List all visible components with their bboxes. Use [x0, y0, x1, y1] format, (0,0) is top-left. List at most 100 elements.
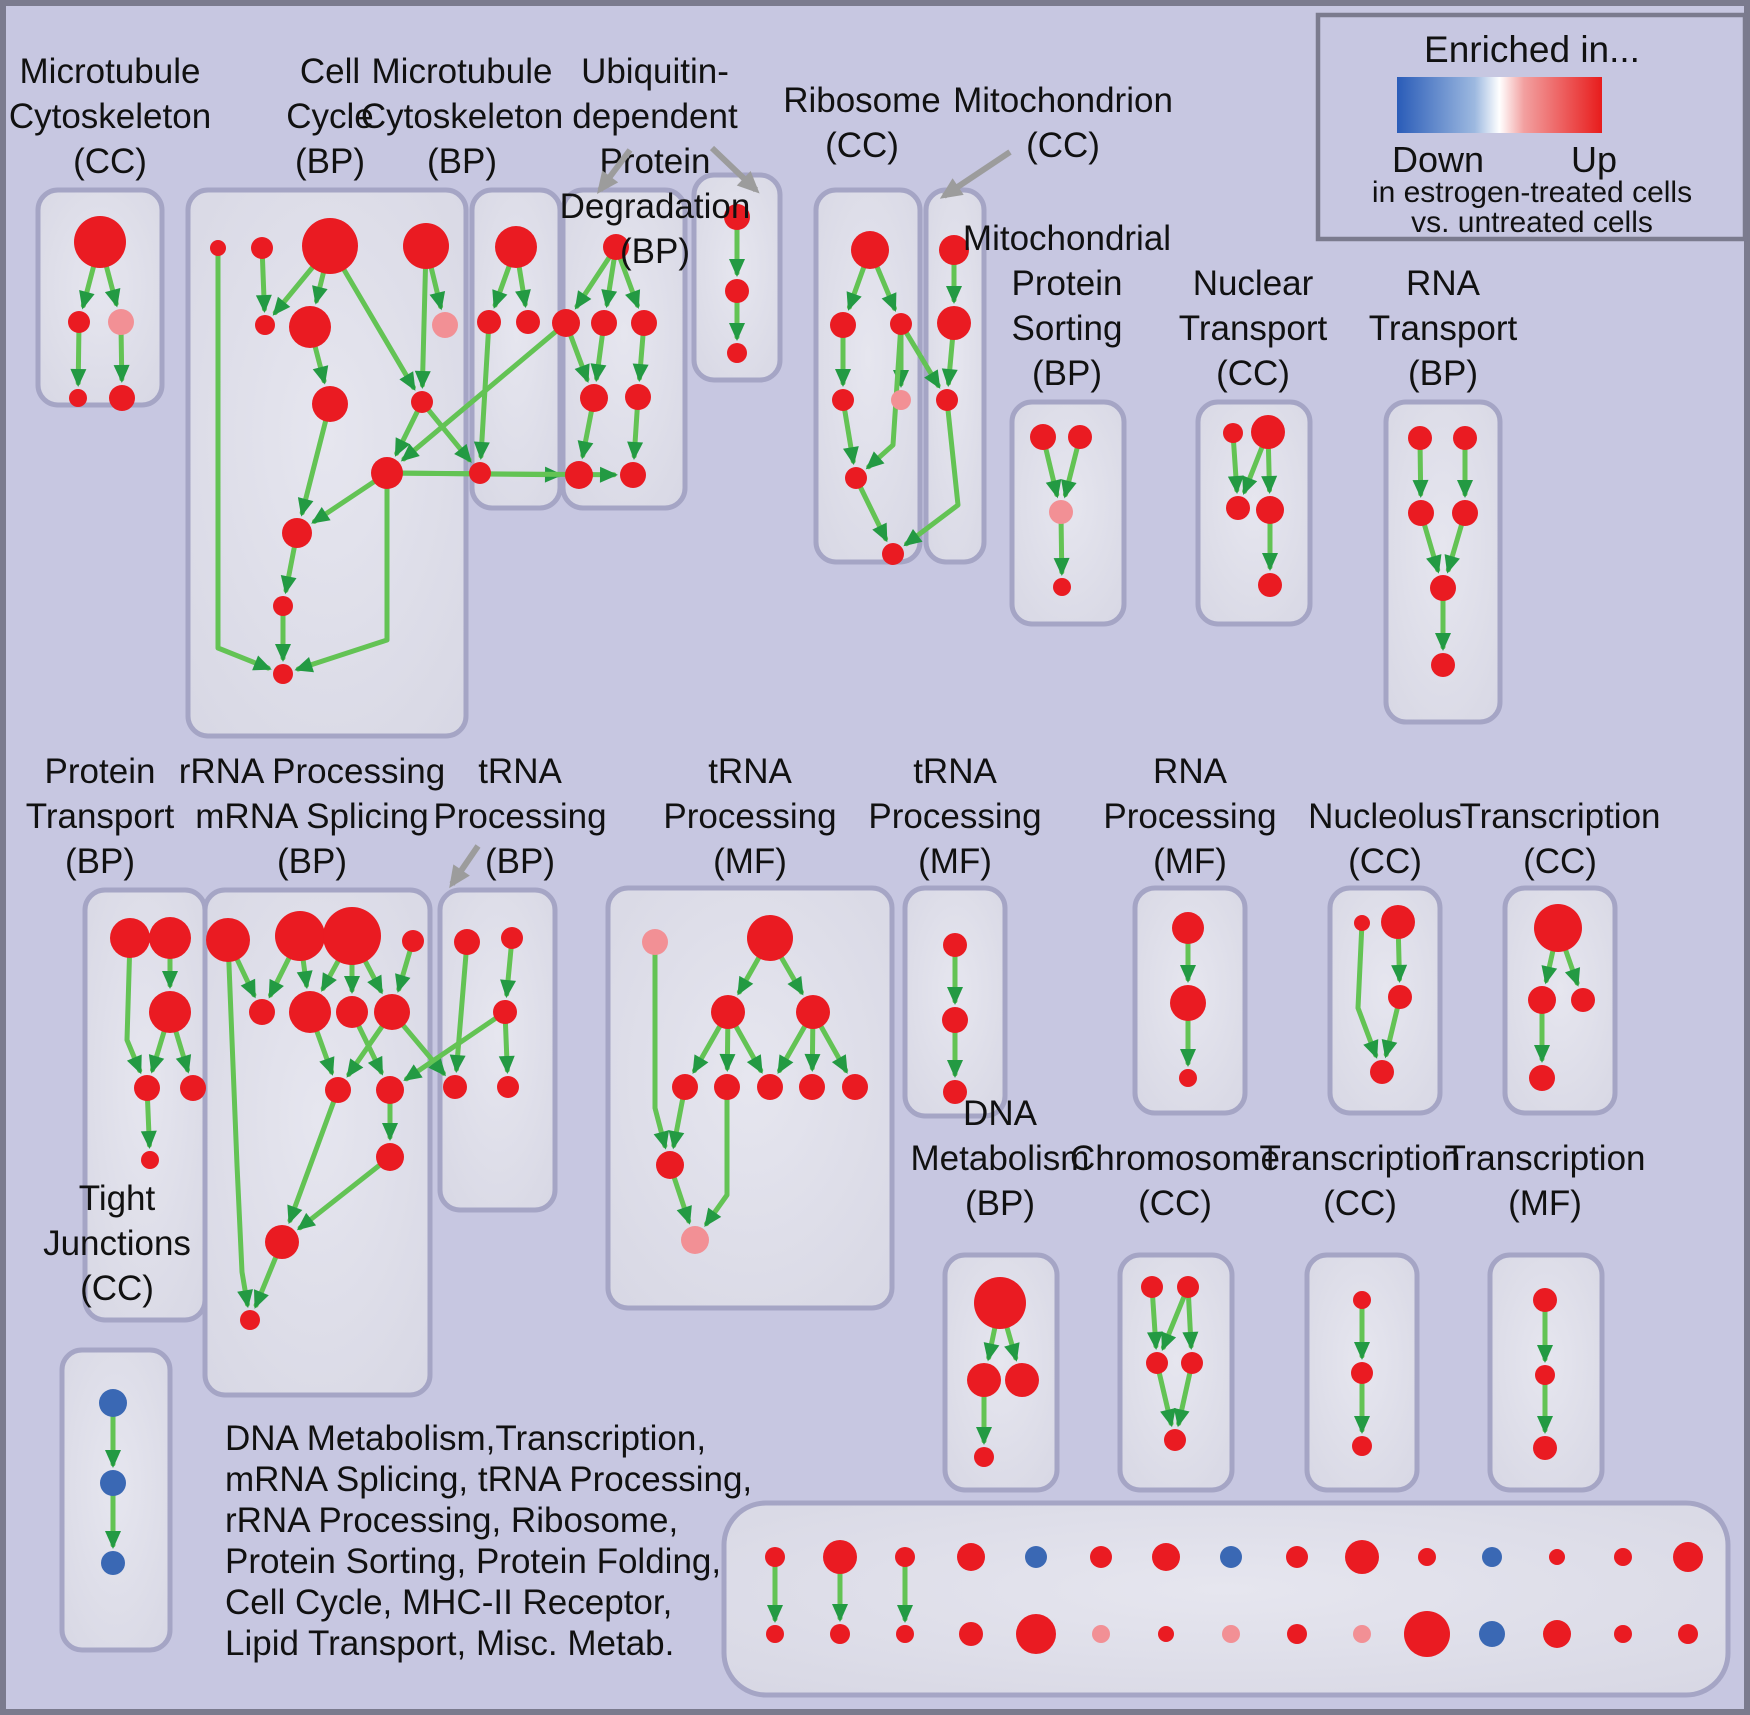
- relation-edge: [394, 407, 421, 457]
- dna-metabolism-bp-node-1: [967, 1363, 1001, 1397]
- mixed-functions-strip-node-18: [959, 1622, 983, 1646]
- chromosome-cc-node-3: [1181, 1352, 1203, 1374]
- transcription-cc-lower-label-line-1: (CC): [1323, 1184, 1397, 1223]
- mixed-functions-strip-node-16: [830, 1624, 850, 1644]
- rna-processing-mf-node-2: [1179, 1069, 1197, 1087]
- relation-edge: [255, 254, 272, 313]
- relation-edge: [719, 1024, 736, 1072]
- microtubule-cytoskeleton-cc-node-1: [68, 311, 90, 333]
- trna-processing-mf-1-label-line-0: tRNA: [708, 752, 792, 791]
- rrna-processing-mrna-splicing-bp-node-4: [249, 999, 275, 1025]
- mixed-functions-strip-node-5: [1090, 1546, 1112, 1568]
- cell-cycle-bp-node-11: [273, 596, 293, 616]
- nuclear-transport-cc-node-1: [1251, 415, 1285, 449]
- ubiquitin-degradation-bp-left-label-line-3: Degradation: [560, 187, 751, 226]
- relation-edge: [296, 1161, 384, 1231]
- microtubule-cytoskeleton-bp-label-line-2: (BP): [427, 142, 497, 181]
- trna-processing-mf-1-node-4: [672, 1074, 698, 1100]
- trna-processing-mf-1-node-0: [642, 929, 668, 955]
- layer-nodes: [68, 204, 1703, 1657]
- rna-processing-mf-label-line-1: Processing: [1103, 797, 1276, 836]
- mixed-functions-strip-node-19: [1016, 1614, 1056, 1654]
- rna-transport-bp-node-3: [1452, 500, 1478, 526]
- footnote-line-1: mRNA Splicing, tRNA Processing,: [225, 1460, 752, 1499]
- trna-processing-mf-1-node-9: [656, 1151, 684, 1179]
- mitochondrial-protein-sorting-bp-label-line-3: (BP): [1032, 354, 1102, 393]
- legend-title: Enriched in...: [1424, 29, 1640, 70]
- chromosome-cc-label-line-1: (CC): [1138, 1184, 1212, 1223]
- footnote-line-4: Cell Cycle, MHC-II Receptor,: [225, 1583, 672, 1622]
- trna-processing-mf-1-node-5: [714, 1074, 740, 1100]
- footnote-line-2: rRNA Processing, Ribosome,: [225, 1501, 678, 1540]
- cell-cycle-bp-node-2: [302, 218, 358, 274]
- mixed-functions-strip-node-22: [1222, 1625, 1240, 1643]
- relation-edge: [268, 954, 293, 999]
- mixed-functions-strip-node-6: [1152, 1543, 1180, 1571]
- tight-junctions-cc-node-0: [99, 1389, 127, 1417]
- ubiquitin-degradation-bp-left-label-line-4: (BP): [620, 232, 690, 271]
- transcription-cc-lower-label-line-0: Transcription: [1260, 1139, 1461, 1178]
- relation-edge: [1421, 521, 1442, 574]
- mitochondrial-protein-sorting-bp-node-0: [1030, 424, 1056, 450]
- relation-edge: [280, 543, 298, 595]
- rrna-processing-mrna-splicing-bp-node-5: [289, 991, 331, 1033]
- mixed-functions-strip-node-14: [1673, 1542, 1703, 1572]
- legend-subtitle-2: vs. untreated cells: [1411, 206, 1653, 239]
- tight-junctions-cc-label-line-2: (CC): [80, 1269, 154, 1308]
- mixed-functions-strip-node-2: [895, 1547, 915, 1567]
- cell-cycle-bp-node-8: [411, 391, 433, 413]
- relation-edge: [311, 478, 378, 524]
- rrna-processing-mrna-splicing-bp-node-2: [323, 907, 381, 965]
- relation-edge: [226, 957, 253, 1309]
- relation-edge: [272, 263, 316, 316]
- relation-edge: [652, 950, 670, 1150]
- protein-transport-bp-node-5: [141, 1151, 159, 1169]
- relation-edge: [425, 406, 472, 463]
- rrna-processing-mrna-splicing-bp-node-8: [325, 1077, 351, 1103]
- mixed-functions-strip-node-8: [1286, 1546, 1308, 1568]
- protein-transport-bp-node-2: [149, 991, 191, 1033]
- nucleolus-cc-node-1: [1381, 905, 1415, 939]
- microtubule-cytoskeleton-bp-node-0: [495, 226, 537, 268]
- relation-edge: [1043, 445, 1062, 499]
- transcription-cc-lower-node-2: [1352, 1436, 1372, 1456]
- ubiquitin-degradation-bp-right-node-0: [724, 204, 750, 230]
- chromosome-cc-label-line-0: Chromosome: [1070, 1139, 1280, 1178]
- trna-processing-mf-2-node-0: [943, 933, 967, 957]
- transcription-mf-label-line-0: Transcription: [1445, 1139, 1646, 1178]
- ubiquitin-degradation-bp-right-node-2: [727, 343, 747, 363]
- relation-edge: [234, 955, 257, 999]
- trna-processing-mf-1-node-3: [796, 995, 830, 1029]
- mixed-functions-strip-node-28: [1614, 1625, 1632, 1643]
- dna-metabolism-bp-node-0: [974, 1277, 1026, 1329]
- microtubule-cytoskeleton-bp-node-1: [477, 310, 501, 334]
- chromosome-cc-node-4: [1164, 1429, 1186, 1451]
- relation-edge: [215, 251, 272, 671]
- mixed-functions-strip-node-27: [1543, 1620, 1571, 1648]
- dna-metabolism-bp-label-line-0: DNA: [963, 1094, 1038, 1133]
- trna-processing-mf-2-label-line-0: tRNA: [913, 752, 997, 791]
- trna-processing-bp-label-line-1: Processing: [433, 797, 606, 836]
- nucleolus-cc-node-3: [1370, 1060, 1394, 1084]
- microtubule-cytoskeleton-cc-node-2: [108, 309, 134, 335]
- mitochondrion-cc-node-2: [936, 389, 958, 411]
- mitochondrion-cc-node-1: [937, 306, 971, 340]
- rna-processing-mf-node-1: [1170, 985, 1206, 1021]
- relation-edge: [400, 328, 560, 462]
- relation-edge: [601, 255, 618, 309]
- ubiquitin-degradation-bp-left-node-7: [620, 462, 646, 488]
- relation-edge: [817, 1022, 849, 1074]
- rrna-processing-mrna-splicing-bp-label-line-0: rRNA Processing: [179, 752, 445, 791]
- protein-transport-bp-label-line-2: (BP): [65, 842, 135, 881]
- relation-edge: [671, 1173, 692, 1225]
- ubiquitin-degradation-bp-left-node-5: [625, 384, 651, 410]
- trna-processing-mf-1-box: [605, 885, 895, 1311]
- relation-edge: [1156, 1369, 1176, 1428]
- mixed-functions-strip-node-21: [1158, 1626, 1174, 1642]
- rna-transport-bp-label-line-0: RNA: [1406, 264, 1481, 303]
- mixed-functions-strip-node-3: [957, 1543, 985, 1571]
- relation-edge: [1173, 1369, 1193, 1428]
- mitochondrion-cc-node-0: [939, 235, 969, 265]
- ubiquitin-degradation-bp-right-node-1: [725, 279, 749, 303]
- rrna-processing-mrna-splicing-bp-node-0: [206, 918, 250, 962]
